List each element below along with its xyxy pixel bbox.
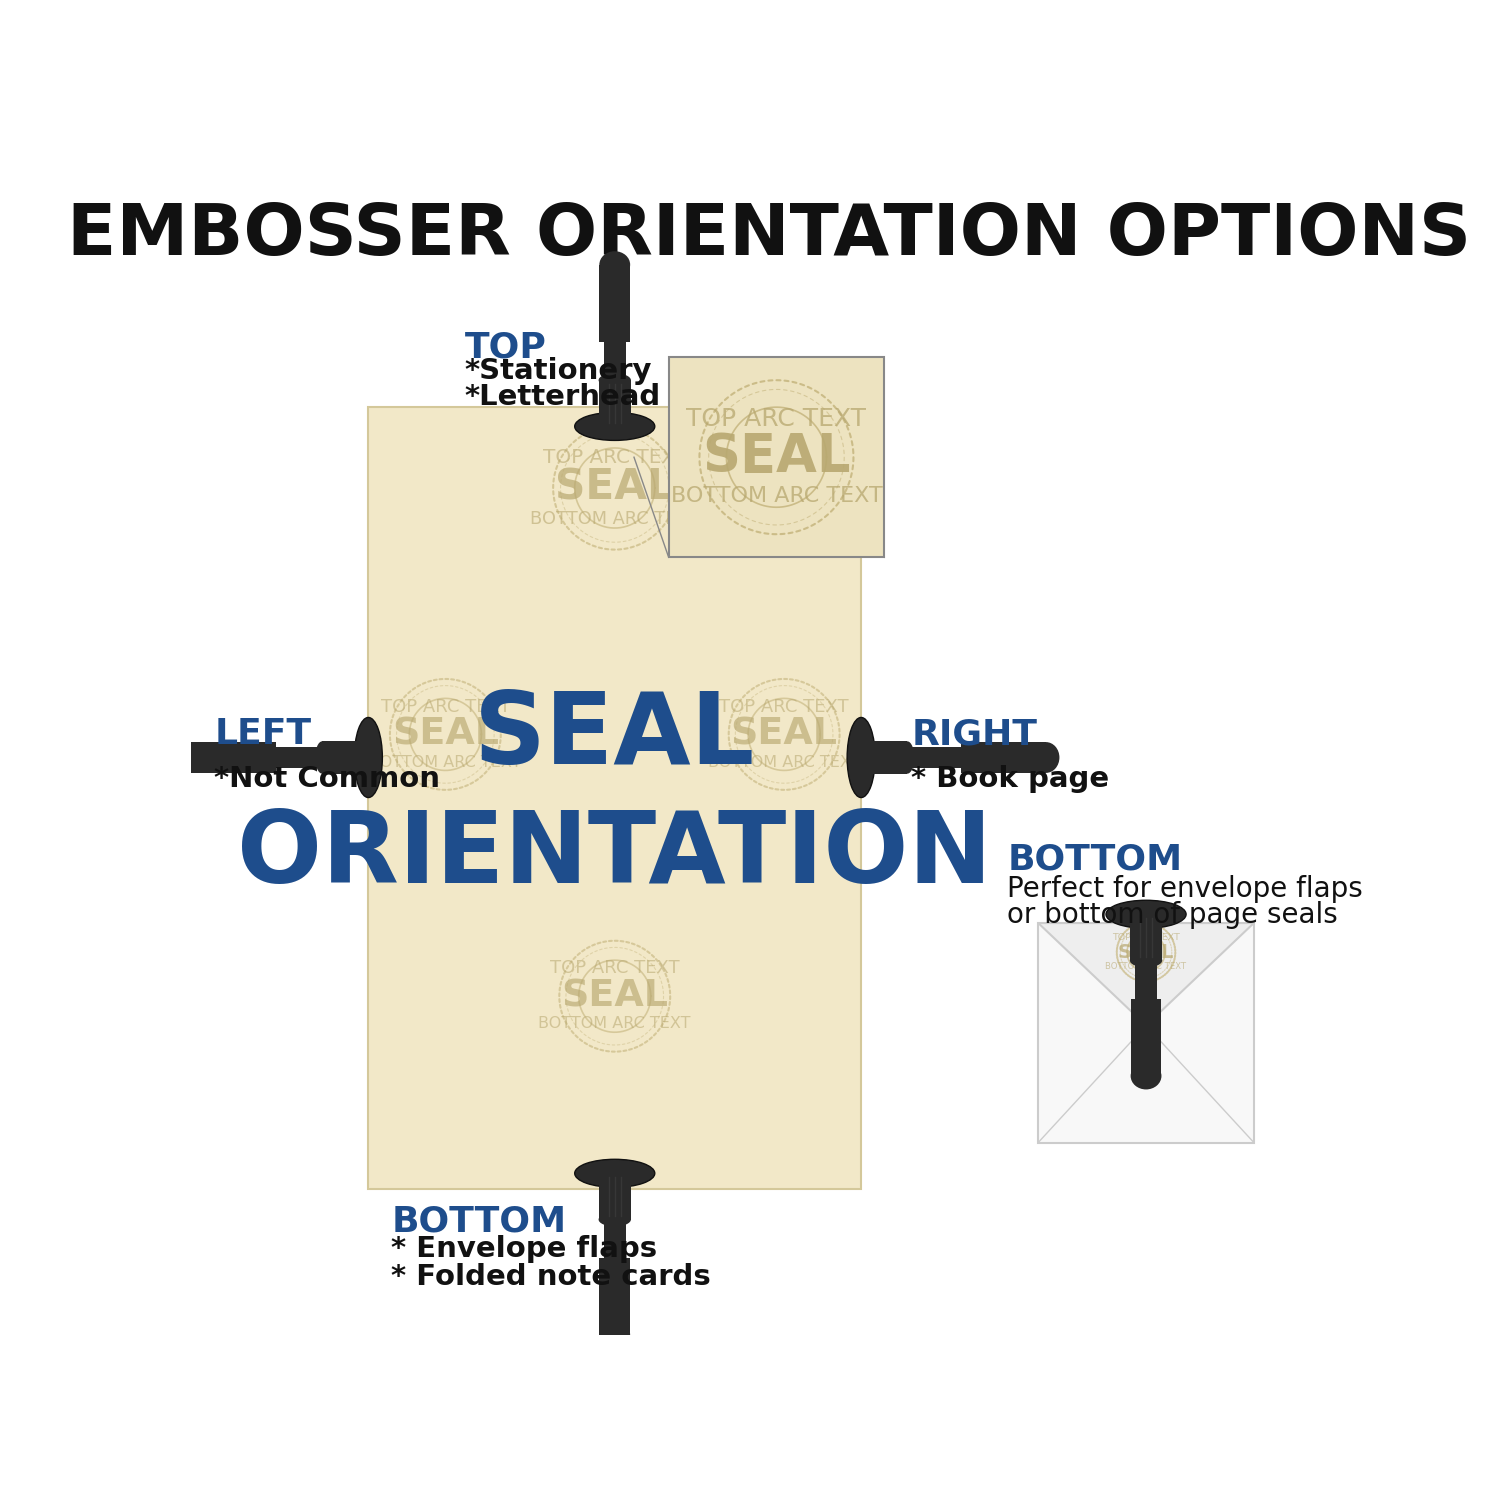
Text: TOP ARC TEXT: TOP ARC TEXT	[1112, 933, 1180, 942]
Text: TOP ARC TEXT: TOP ARC TEXT	[687, 406, 867, 430]
Bar	[1130, 915, 1162, 960]
Text: BOTTOM ARC TEXT: BOTTOM ARC TEXT	[369, 754, 522, 770]
Text: SEAL: SEAL	[555, 466, 674, 509]
Text: Perfect for envelope flaps: Perfect for envelope flaps	[1008, 874, 1364, 903]
Bar	[598, 380, 632, 426]
Text: *Letterhead: *Letterhead	[465, 384, 662, 411]
Text: BOTTOM ARC TEXT: BOTTOM ARC TEXT	[708, 754, 861, 770]
Text: * Book page: * Book page	[910, 765, 1110, 794]
Bar	[600, 1258, 630, 1335]
Text: or bottom of page seals: or bottom of page seals	[1008, 900, 1338, 928]
Ellipse shape	[315, 741, 328, 774]
Text: SEAL
ORIENTATION: SEAL ORIENTATION	[237, 687, 993, 904]
Text: RIGHT: RIGHT	[910, 717, 1036, 752]
Bar	[598, 1173, 632, 1219]
Text: * Folded note cards: * Folded note cards	[392, 1263, 711, 1290]
Ellipse shape	[900, 741, 915, 774]
Bar	[369, 406, 861, 1188]
Text: EMBOSSER ORIENTATION OPTIONS: EMBOSSER ORIENTATION OPTIONS	[66, 201, 1472, 270]
Bar	[600, 264, 630, 342]
Ellipse shape	[354, 717, 382, 798]
Text: * Envelope flaps: * Envelope flaps	[392, 1234, 657, 1263]
Text: *Stationery: *Stationery	[465, 357, 652, 386]
Text: SEAL: SEAL	[561, 978, 669, 1014]
Text: BOTTOM ARC TEXT: BOTTOM ARC TEXT	[530, 510, 699, 528]
Ellipse shape	[847, 717, 874, 798]
Bar	[861, 741, 907, 774]
Ellipse shape	[1106, 900, 1186, 928]
Ellipse shape	[1131, 1062, 1161, 1089]
Text: BOTTOM ARC TEXT: BOTTOM ARC TEXT	[538, 1017, 692, 1032]
Text: BOTTOM: BOTTOM	[1008, 842, 1182, 876]
Text: SEAL: SEAL	[392, 717, 500, 753]
Bar	[604, 327, 625, 388]
Ellipse shape	[574, 413, 656, 441]
Ellipse shape	[574, 1160, 656, 1188]
Text: BOTTOM ARC TEXT: BOTTOM ARC TEXT	[670, 486, 882, 506]
Bar	[604, 1212, 625, 1274]
Text: SEAL: SEAL	[702, 430, 850, 483]
Bar	[268, 747, 330, 768]
Ellipse shape	[598, 374, 632, 387]
Text: SEAL: SEAL	[730, 717, 837, 753]
Text: *Not Common: *Not Common	[214, 765, 441, 794]
Ellipse shape	[600, 1322, 630, 1348]
Text: BOTTOM: BOTTOM	[392, 1204, 567, 1237]
Bar	[962, 742, 1046, 772]
Ellipse shape	[178, 742, 204, 772]
Ellipse shape	[600, 251, 630, 278]
Text: TOP: TOP	[465, 330, 546, 364]
Ellipse shape	[1032, 742, 1059, 772]
Text: LEFT: LEFT	[214, 717, 312, 752]
Bar	[322, 741, 369, 774]
Text: TOP ARC TEXT: TOP ARC TEXT	[550, 960, 680, 978]
Text: SEAL: SEAL	[1118, 944, 1174, 962]
Bar	[1136, 952, 1156, 1014]
Text: BOTTOM ARC TEXT: BOTTOM ARC TEXT	[1106, 963, 1186, 972]
Bar	[192, 742, 276, 772]
Text: TOP ARC TEXT: TOP ARC TEXT	[720, 698, 849, 715]
Bar	[669, 357, 885, 558]
Polygon shape	[1038, 922, 1254, 1026]
Text: TOP ARC TEXT: TOP ARC TEXT	[381, 698, 510, 715]
Ellipse shape	[1130, 954, 1162, 968]
Bar	[900, 747, 962, 768]
Bar	[1038, 922, 1254, 1143]
Text: TOP ARC TEXT: TOP ARC TEXT	[543, 447, 687, 466]
Ellipse shape	[598, 1212, 632, 1227]
Bar	[1131, 999, 1161, 1076]
